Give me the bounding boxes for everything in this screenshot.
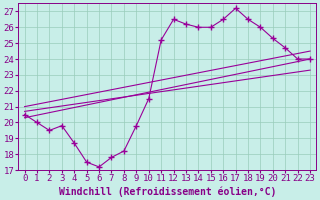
X-axis label: Windchill (Refroidissement éolien,°C): Windchill (Refroidissement éolien,°C): [59, 186, 276, 197]
